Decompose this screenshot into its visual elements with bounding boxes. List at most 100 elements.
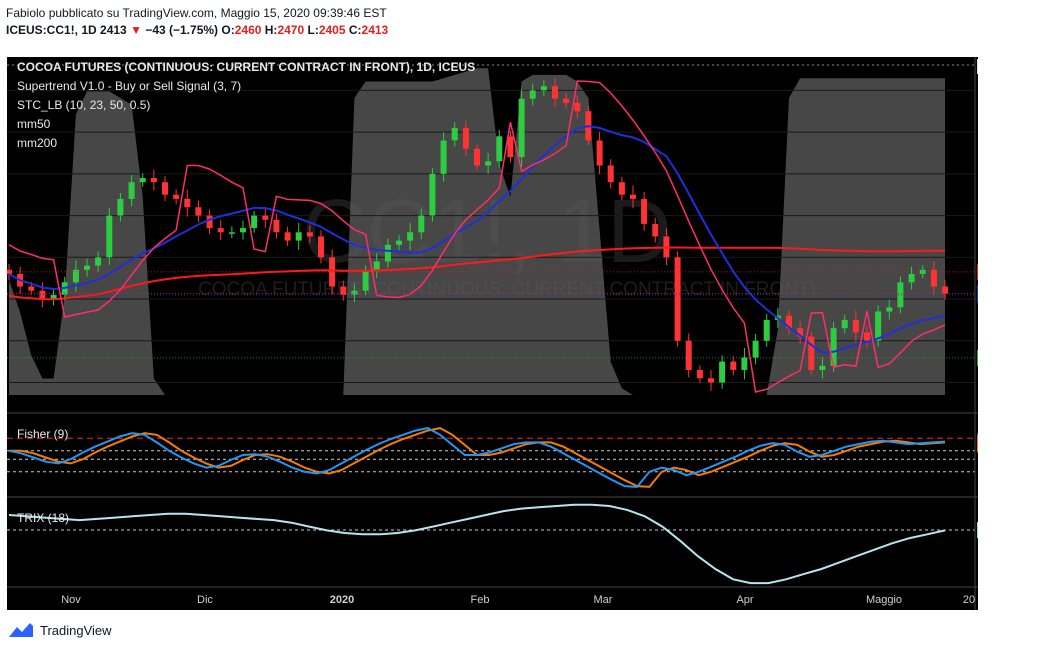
time-tick-label: Nov <box>61 594 81 606</box>
tradingview-logo-icon <box>9 623 33 637</box>
candle-body <box>273 219 280 233</box>
candle-body <box>474 148 480 166</box>
indicator-lines <box>8 80 946 393</box>
candle-body <box>206 215 213 229</box>
candle-body <box>719 361 726 383</box>
candle-body <box>318 236 324 258</box>
candle-body <box>830 328 837 366</box>
chart-svg[interactable]: CC1!, 1D COCOA FUTURES (CONTINUOUS: CURR… <box>6 57 1021 610</box>
candle-body <box>630 194 636 199</box>
candle-body <box>563 98 570 103</box>
candle-body <box>930 269 937 287</box>
ohlc-line: ICEUS:CC1!, 1D 2413 ▼ −43 (−1.75%) O:246… <box>6 22 388 39</box>
candle-body <box>128 182 135 199</box>
candle-body <box>6 269 12 274</box>
candle-body <box>741 357 748 370</box>
candle-body <box>908 274 915 283</box>
candle-body <box>340 286 347 295</box>
time-tick-label: Dic <box>197 594 213 606</box>
candle-body <box>295 232 302 241</box>
fisher-pane: 4.00-4.001.601.27 <box>7 416 1017 496</box>
time-tick-label: Maggio <box>866 594 902 606</box>
candle-body <box>306 232 313 237</box>
candle-body <box>362 269 369 291</box>
time-tick-label: Feb <box>471 594 490 606</box>
candle-body <box>440 140 447 174</box>
candle-body <box>507 136 514 158</box>
high-value: 2470 <box>277 23 305 37</box>
candle-body <box>407 232 414 241</box>
candle-body <box>418 215 425 233</box>
candle-body <box>607 165 614 183</box>
high-label: H: <box>264 23 278 37</box>
candle-body <box>841 319 848 329</box>
candle-body <box>875 311 882 341</box>
time-axis[interactable]: Nov Dic 2020 Feb Mar Apr Maggio 20 <box>61 594 975 606</box>
candle-body <box>674 257 681 341</box>
candle-body <box>84 265 90 270</box>
candle-body <box>39 290 46 299</box>
candle-body <box>228 232 235 234</box>
candle-body <box>462 127 469 149</box>
footer: TradingView <box>8 622 112 638</box>
candle-body <box>685 340 692 370</box>
trix-line <box>8 503 946 585</box>
candle-body <box>886 307 893 312</box>
indicator-stc: STC_LB (10, 23, 50, 0.5) <box>17 98 150 112</box>
stc-area-fill <box>9 68 945 396</box>
down-arrow-icon: ▼ <box>130 23 142 37</box>
price-label-tag <box>977 349 1017 366</box>
mm200-line <box>8 246 945 301</box>
candle-body <box>351 290 358 295</box>
indicator-mm50: mm50 <box>17 117 51 131</box>
brand-name: TradingView <box>40 622 112 638</box>
candle-body <box>864 332 870 341</box>
candle-body <box>518 98 525 158</box>
candle-body <box>496 136 503 162</box>
candle-body <box>173 194 180 199</box>
chart-area[interactable]: CC1!, 1D COCOA FUTURES (CONTINUOUS: CURR… <box>6 57 1021 610</box>
candle-body <box>596 140 603 166</box>
close-value: 2413 <box>361 23 389 37</box>
candle-body <box>150 178 157 183</box>
candle-body <box>752 340 759 358</box>
candle-body <box>240 228 246 233</box>
low-value: 2405 <box>318 23 346 37</box>
low-label: L: <box>307 23 319 37</box>
indicator-supertrend: Supertrend V1.0 - Buy or Sell Signal (3,… <box>17 79 241 93</box>
open-label: O: <box>221 23 235 37</box>
stc-area <box>7 64 975 396</box>
main-title: COCOA FUTURES (CONTINUOUS: CURRENT CONTR… <box>17 60 475 74</box>
candle-body <box>485 161 492 166</box>
candle-body <box>708 378 714 383</box>
candle-body <box>95 257 102 266</box>
trix-label-tag <box>977 522 1021 539</box>
candle-body <box>195 207 202 216</box>
time-tick-label: 20 <box>963 594 975 606</box>
candle-body <box>897 282 904 308</box>
candle-body <box>808 336 815 370</box>
time-tick-label: Mar <box>594 594 613 606</box>
candle-body <box>451 127 458 141</box>
trix-title: TRIX (18) <box>17 511 69 525</box>
candle-body <box>50 294 57 300</box>
candle-body <box>72 269 79 283</box>
fisher-line <box>8 427 946 488</box>
candle-body <box>641 198 648 224</box>
candle-body <box>696 370 703 379</box>
chart-header: Fabiolo pubblicato su TradingView.com, M… <box>6 5 388 39</box>
candle-body <box>106 215 113 258</box>
candle-body <box>429 173 436 216</box>
candle-body <box>942 286 948 294</box>
candle-body <box>652 223 659 237</box>
supertrend-line <box>8 80 946 393</box>
candle-body <box>574 102 581 112</box>
candle-body <box>763 319 770 341</box>
close-label: C: <box>348 23 362 37</box>
candle-body <box>852 319 859 333</box>
candle-body <box>284 232 291 241</box>
trix-pane: -40.00-1.71 <box>7 503 1021 586</box>
candle-body <box>373 261 380 270</box>
candle-body <box>730 361 737 370</box>
fisher-title: Fisher (9) <box>17 427 68 441</box>
